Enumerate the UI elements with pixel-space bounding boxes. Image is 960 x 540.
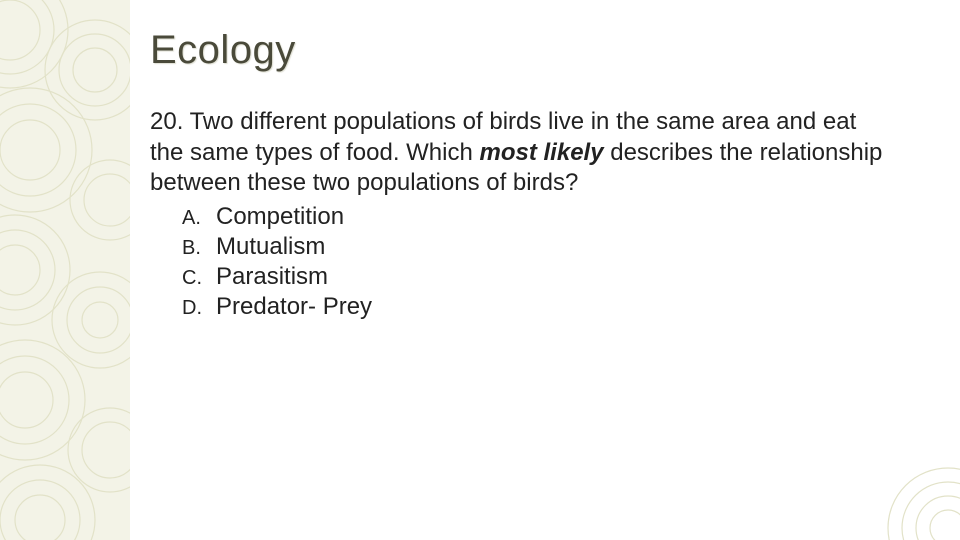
option-letter: A. xyxy=(182,207,216,230)
option-b: B. Mutualism xyxy=(182,233,920,261)
option-a: A. Competition xyxy=(182,203,920,231)
option-text: Competition xyxy=(216,203,344,231)
slide-content: Ecology 20. Two different populations of… xyxy=(150,28,920,323)
corner-decoration xyxy=(870,450,960,540)
option-text: Mutualism xyxy=(216,233,325,261)
option-c: C. Parasitism xyxy=(182,263,920,291)
option-letter: D. xyxy=(182,297,216,320)
options-list: A. Competition B. Mutualism C. Parasitis… xyxy=(150,203,920,321)
question-text: 20. Two different populations of birds l… xyxy=(150,107,890,199)
option-d: D. Predator- Prey xyxy=(182,293,920,321)
option-text: Predator- Prey xyxy=(216,293,372,321)
slide-title: Ecology xyxy=(150,28,920,73)
corner-circles-svg xyxy=(870,450,960,540)
option-text: Parasitism xyxy=(216,263,328,291)
sidebar-circles-svg xyxy=(0,0,130,540)
question-emphasis: most likely xyxy=(480,139,604,166)
option-letter: B. xyxy=(182,237,216,260)
option-letter: C. xyxy=(182,267,216,290)
sidebar-pattern xyxy=(0,0,130,540)
